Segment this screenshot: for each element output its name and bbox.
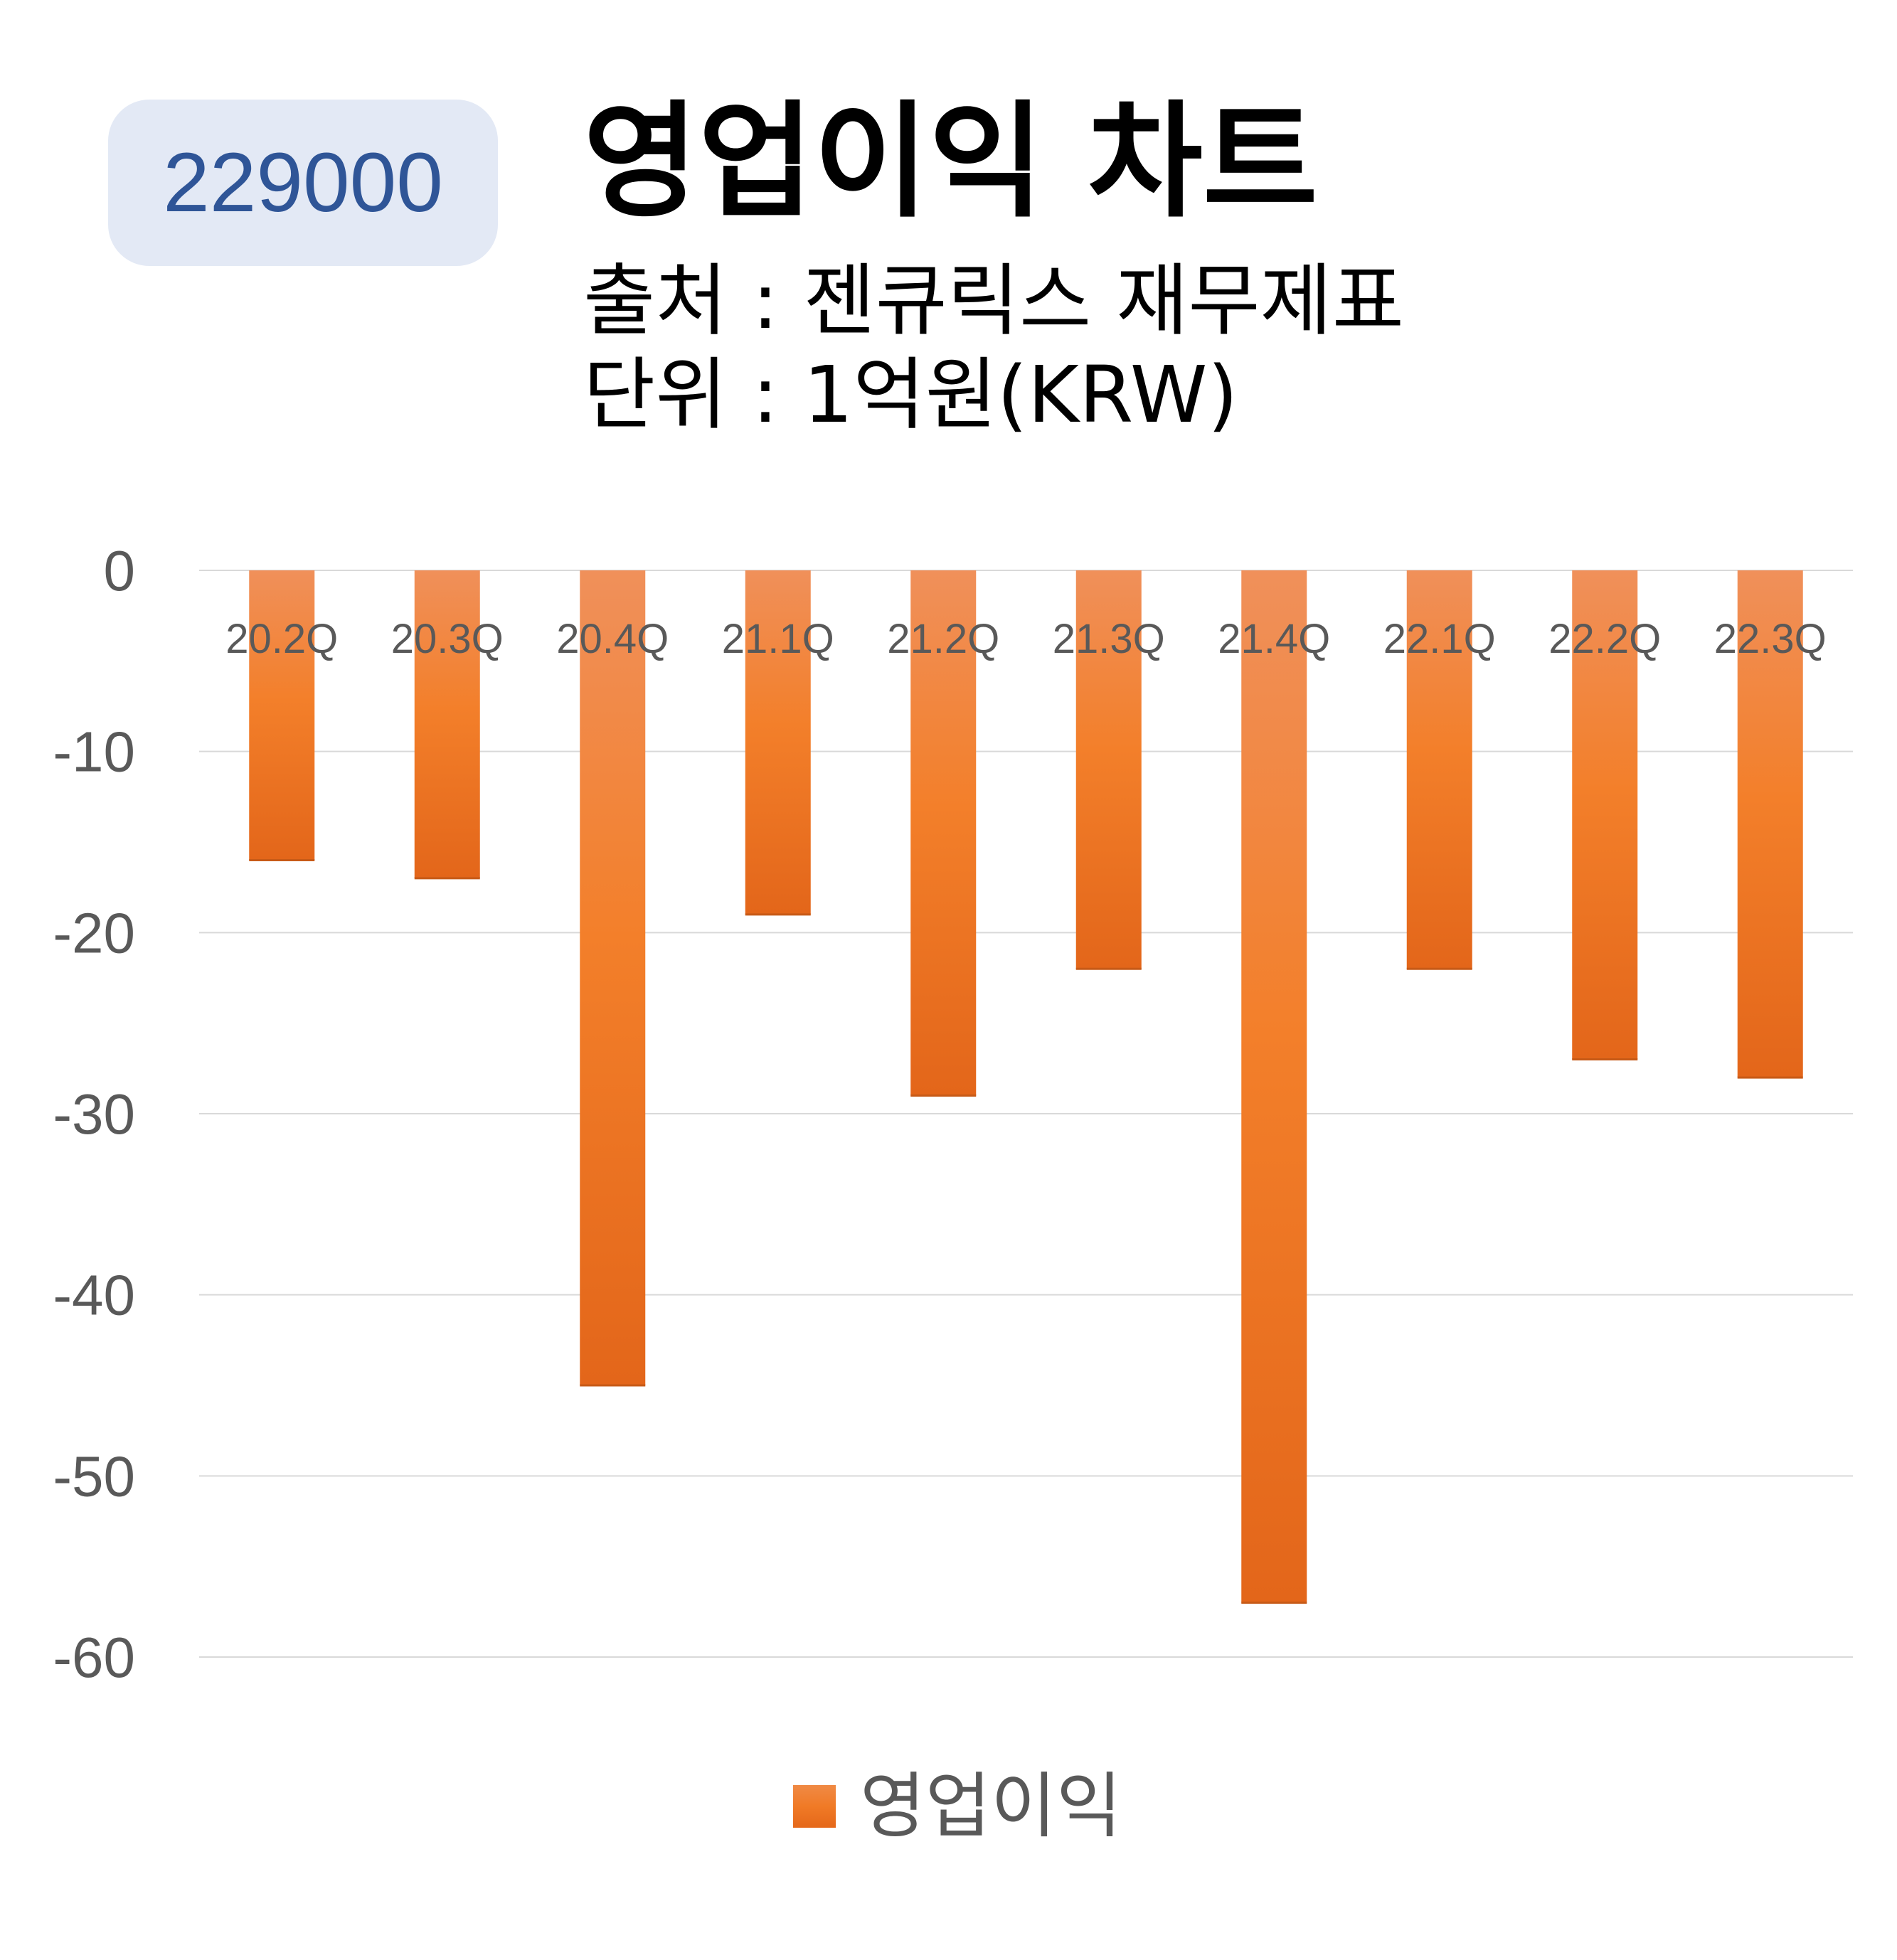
x-axis-labels: 20.2Q 20.3Q 20.4Q 21.1Q 21.2Q 21.3Q 21.4Q 22.1Q…: [225, 616, 1827, 662]
legend: 영업이익: [793, 1771, 1122, 1842]
y-tick-label: -10: [53, 720, 135, 784]
chart-unit: 단위 : 1억원(KRW): [583, 349, 1238, 440]
y-tick-label: -50: [53, 1444, 135, 1508]
bar-20.3Q: [414, 570, 480, 878]
x-tick-label: 20.2Q: [225, 616, 338, 662]
x-tick-label: 20.4Q: [556, 616, 669, 662]
y-tick-label: -20: [53, 901, 135, 964]
bar-20.2Q: [249, 570, 315, 861]
y-tick-label: 0: [104, 539, 136, 602]
bar-21.3Q: [1075, 570, 1142, 969]
chart-source: 출처 : 젠큐릭스 재무제표: [583, 255, 1404, 346]
y-tick-label: -60: [53, 1626, 135, 1689]
x-tick-label: 21.4Q: [1218, 616, 1330, 662]
bar-21.1Q: [745, 570, 811, 915]
bar-22.3Q: [1737, 570, 1803, 1078]
y-axis-ticks: 0 -10 -20 -30 -40 -50 -60: [53, 539, 135, 1689]
x-tick-label: 21.2Q: [887, 616, 999, 662]
y-tick-label: -30: [53, 1082, 135, 1146]
stock-code-badge: 229000: [108, 100, 498, 266]
x-tick-label: 22.2Q: [1548, 616, 1661, 662]
bar-21.4Q: [1241, 570, 1307, 1603]
y-tick-label: -40: [53, 1264, 135, 1327]
x-tick-label: 22.1Q: [1383, 616, 1496, 662]
stock-code: 229000: [163, 136, 443, 230]
bars: [249, 570, 1803, 1604]
legend-swatch: [793, 1785, 836, 1828]
legend-label: 영업이익: [860, 1764, 1122, 1848]
bar-22.1Q: [1406, 570, 1472, 969]
x-tick-label: 21.3Q: [1053, 616, 1165, 662]
bar-21.2Q: [910, 570, 977, 1096]
bar-22.2Q: [1572, 570, 1638, 1060]
x-tick-label: 21.1Q: [722, 616, 834, 662]
chart-title: 영업이익 차트: [583, 89, 1318, 235]
bar-20.4Q: [580, 570, 646, 1385]
x-tick-label: 20.3Q: [391, 616, 504, 662]
x-tick-label: 22.3Q: [1714, 616, 1827, 662]
